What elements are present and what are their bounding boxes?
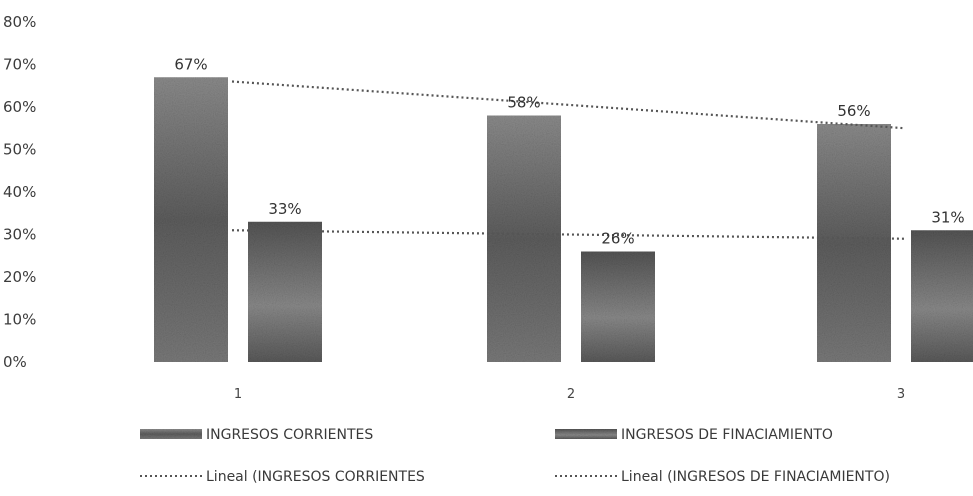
y-tick-label: 10% [3,311,36,329]
legend-swatch [140,429,202,439]
y-tick-label: 30% [3,226,36,244]
legend-label: INGRESOS DE FINACIAMIENTO [621,427,833,443]
x-tick-label: 2 [567,387,575,402]
y-tick-label: 60% [3,98,36,116]
bar [248,221,322,362]
x-tick-label: 3 [897,387,905,402]
bars [154,77,973,362]
bar [911,230,973,362]
y-axis: 0% 10% 20% 30% 40% 50% 60% 70% 80% [3,13,36,371]
data-label: 26% [601,230,634,248]
data-label: 56% [837,102,870,120]
bar [487,115,561,362]
legend-label: INGRESOS CORRIENTES [206,427,373,443]
bar [817,124,891,362]
trendlines [231,80,906,240]
x-tick-label: 1 [234,387,242,402]
y-tick-label: 20% [3,268,36,286]
x-axis: 1 2 3 [234,387,905,402]
data-label: 58% [507,94,540,112]
data-label: 31% [931,208,964,226]
trendline [231,229,906,240]
data-label: 67% [174,55,207,73]
legend-label: Lineal (INGRESOS CORRIENTES [206,469,425,485]
legend-swatch [555,429,617,439]
data-label: 33% [268,200,301,218]
legend-label: Lineal (INGRESOS DE FINACIAMIENTO) [621,469,890,485]
y-tick-label: 70% [3,56,36,74]
y-tick-label: 80% [3,13,36,31]
bar [154,77,228,362]
y-tick-label: 50% [3,141,36,159]
trendline [231,80,906,130]
y-tick-label: 0% [3,353,27,371]
bar [581,251,655,362]
data-labels: 67% 58% 56% 33% 26% 31% [174,55,964,247]
y-tick-label: 40% [3,183,36,201]
legend: INGRESOS CORRIENTES INGRESOS DE FINACIAMI… [140,427,890,485]
